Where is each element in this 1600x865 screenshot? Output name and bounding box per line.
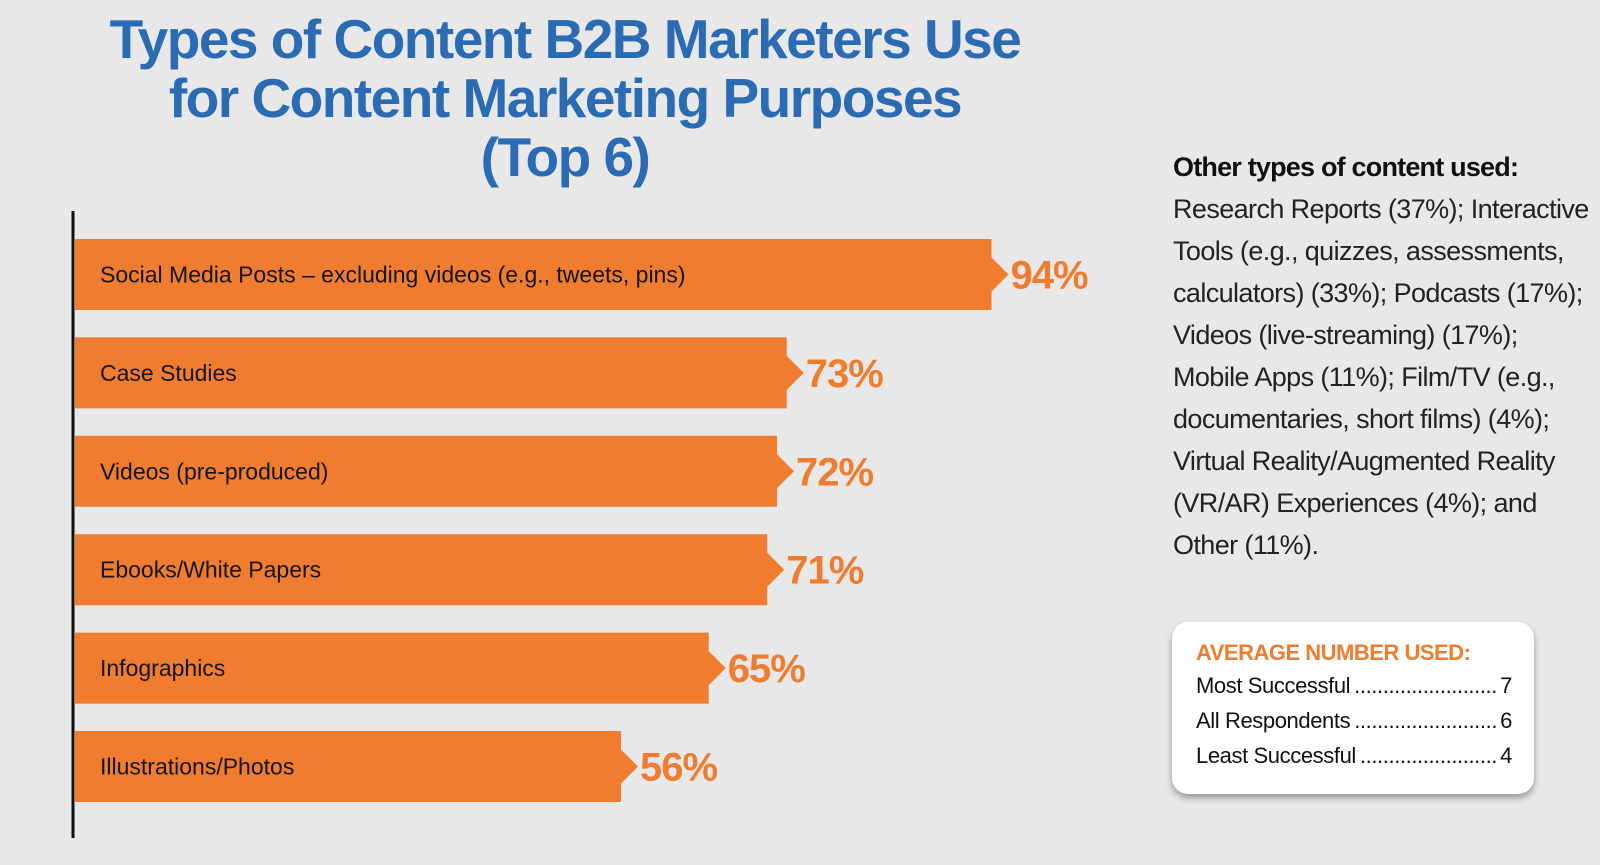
value-label: 94%: [1011, 254, 1088, 298]
other-content-line: calculators) (33%); Podcasts (17%);: [1173, 278, 1583, 308]
value-label: 72%: [796, 450, 873, 494]
category-label: Ebooks/White Papers: [100, 557, 321, 583]
average-row-label: Most Successful: [1196, 673, 1351, 698]
other-content-line: Mobile Apps (11%); Film/TV (e.g.,: [1173, 362, 1555, 392]
title-line-3: (Top 6): [480, 126, 651, 188]
category-label: Case Studies: [100, 360, 237, 386]
other-content-text: Research Reports (37%); Interactive Tool…: [1173, 188, 1593, 566]
value-label: 71%: [786, 549, 863, 593]
category-label: Infographics: [100, 655, 225, 681]
bar-chart: Social Media Posts – excluding videos (e…: [71, 211, 1089, 838]
title-line-1: Types of Content B2B Marketers Use: [109, 8, 1022, 70]
average-row-value: 4: [1500, 743, 1512, 768]
average-number-title: AVERAGE NUMBER USED:: [1196, 640, 1471, 665]
average-row-label: Least Successful: [1196, 743, 1356, 768]
other-content-line: Videos (live-streaming) (17%);: [1173, 320, 1518, 350]
page-title: Types of Content B2B Marketers Use for C…: [60, 10, 1070, 187]
value-label: 65%: [728, 647, 805, 691]
other-content-line: documentaries, short films) (4%);: [1173, 404, 1550, 434]
category-label: Social Media Posts – excluding videos (e…: [100, 262, 686, 288]
average-row-most-successful: Most Successful 7: [1196, 668, 1512, 703]
category-label: Videos (pre-produced): [100, 458, 328, 484]
title-line-2: for Content Marketing Purposes: [168, 67, 963, 129]
value-label: 56%: [640, 746, 717, 790]
bar: [75, 534, 785, 606]
bars-layer: Social Media Posts – excluding videos (e…: [75, 239, 1089, 802]
other-content-line: (VR/AR) Experiences (4%); and: [1173, 488, 1537, 518]
average-row-value: 7: [1500, 673, 1512, 698]
other-content-line: Other (11%).: [1173, 530, 1319, 560]
other-content-heading: Other types of content used:: [1173, 152, 1519, 182]
average-row-all-respondents: All Respondents 6: [1196, 703, 1512, 738]
bar: [75, 435, 794, 507]
average-number-box: AVERAGE NUMBER USED: Most Successful 7 A…: [1172, 622, 1534, 794]
other-content-panel: Other types of content used: Research Re…: [1173, 150, 1593, 566]
average-row-least-successful: Least Successful 4: [1196, 738, 1512, 773]
dot-leader: [1360, 738, 1496, 773]
bar: [75, 337, 804, 409]
category-label: Illustrations/Photos: [100, 754, 294, 780]
value-label: 73%: [806, 352, 883, 396]
dot-leader: [1354, 668, 1496, 703]
average-row-value: 6: [1500, 708, 1512, 733]
other-content-line: Virtual Reality/Augmented Reality: [1173, 446, 1556, 476]
other-content-line: Research Reports (37%); Interactive: [1173, 194, 1589, 224]
average-row-label: All Respondents: [1196, 708, 1351, 733]
other-content-line: Tools (e.g., quizzes, assessments,: [1173, 236, 1564, 266]
bar: [75, 731, 638, 802]
bar: [75, 239, 1009, 310]
bar: [75, 632, 726, 704]
dot-leader: [1354, 703, 1496, 738]
